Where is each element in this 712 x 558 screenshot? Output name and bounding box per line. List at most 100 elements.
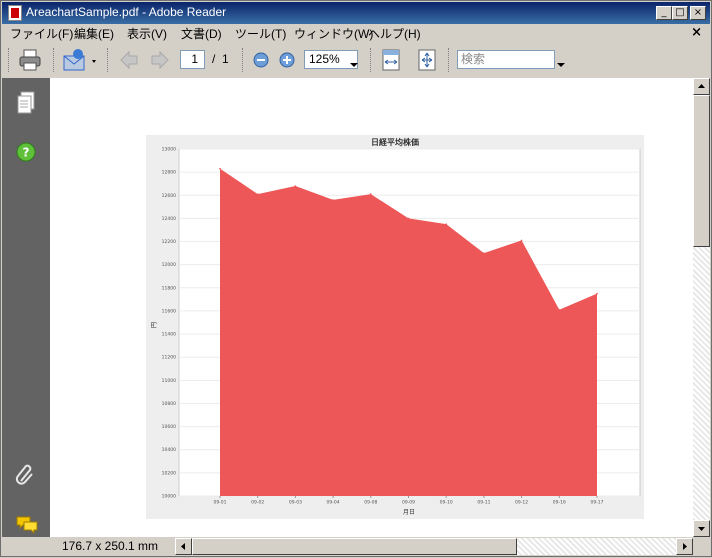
toolbar-grip[interactable] [53,48,57,72]
zoom-level-input[interactable]: 125% [304,50,358,69]
horizontal-scroll-thumb[interactable] [192,538,517,555]
svg-text:?: ? [23,146,30,160]
toolbar-grip[interactable] [242,48,246,72]
menu-window[interactable]: ウィンドウ(W) [294,27,374,41]
page-number-input[interactable]: 1 [180,50,205,69]
toolbar: 1 / 1 125% 検索 [2,42,710,79]
vertical-scrollbar[interactable] [693,78,710,537]
menu-document[interactable]: 文書(D) [181,27,222,41]
data-point [445,223,448,225]
data-point [256,193,259,195]
data-point [294,185,297,187]
menu-file[interactable]: ファイル(F) [10,27,74,41]
chart-title: 日経平均株価 [371,137,419,147]
x-tick-label: 09-12 [515,500,528,506]
menu-edit[interactable]: 編集(E) [74,27,114,41]
chevron-down-icon[interactable] [350,54,358,73]
horizontal-scrollbar[interactable] [175,538,693,555]
x-tick-label: 09-17 [590,500,603,506]
fit-width-icon[interactable] [380,48,402,76]
x-tick-label: 09-02 [251,500,264,506]
data-point [407,217,410,220]
scroll-left-button[interactable] [175,538,192,555]
chart-panel: 日経平均株価 10000 10200 10400 10600 10800 11000 112… [146,135,644,519]
zoom-out-icon[interactable] [252,51,270,73]
minimize-button[interactable]: _ [656,6,672,20]
y-tick-label: 11800 [162,285,176,291]
pages-icon[interactable] [16,91,36,119]
data-point [520,239,523,242]
comments-icon[interactable] [15,515,39,539]
title-bar: AreachartSample.pdf - Adobe Reader _ □ × [2,2,710,24]
navigation-pane: ? [2,78,50,537]
y-tick-label: 10200 [162,470,176,476]
pdf-app-icon [8,5,22,21]
x-axis-ticks: 09-01 09-02 09-03 09-04 09-08 09-09 09-10 09-11… [213,496,604,506]
help-icon[interactable]: ? [16,142,36,166]
series-layer [219,167,598,496]
y-tick-label: 12000 [162,262,176,268]
x-axis-label: 月日 [403,509,415,516]
page-total: 1 [222,52,229,66]
x-tick-label: 09-08 [364,500,377,506]
vertical-scroll-thumb[interactable] [693,95,710,247]
y-tick-label: 10600 [162,424,176,430]
close-document-button[interactable]: × [691,25,702,40]
area-series [220,168,597,496]
x-tick-label: 09-01 [213,500,226,506]
toolbar-grip[interactable] [448,48,452,72]
menu-help[interactable]: ヘルプ(H) [368,27,421,41]
y-tick-label: 12800 [162,170,176,176]
data-point [332,199,334,201]
toolbar-grip[interactable] [107,48,111,72]
zoom-in-icon[interactable] [278,51,296,73]
y-axis-ticks: 10000 10200 10400 10600 10800 11000 11200 11400… [162,147,176,500]
x-tick-label: 09-16 [553,500,566,506]
maximize-button[interactable]: □ [672,6,688,20]
window-title: AreachartSample.pdf - Adobe Reader [26,5,227,19]
page-size-readout: 176.7 x 250.1 mm [61,539,159,553]
x-tick-label: 09-04 [327,500,340,506]
y-tick-label: 11200 [162,355,176,361]
y-tick-label: 12400 [162,216,176,222]
menu-bar: ファイル(F) 編集(E) 表示(V) 文書(D) ツール(T) ウィンドウ(W… [2,24,710,42]
x-tick-label: 09-09 [402,500,415,506]
menu-tools[interactable]: ツール(T) [235,27,287,41]
search-input[interactable]: 検索 [457,50,555,69]
x-tick-label: 09-10 [440,500,453,506]
y-tick-label: 10000 [162,494,176,500]
close-window-button[interactable]: × [690,6,706,20]
toolbar-grip[interactable] [370,48,374,72]
arrow-right-icon[interactable] [150,50,170,74]
document-view[interactable]: 日経平均株価 10000 10200 10400 10600 10800 11000 112… [50,78,693,537]
x-tick-label: 09-03 [289,500,302,506]
y-tick-label: 11400 [162,332,176,338]
data-point [370,193,372,195]
scroll-right-button[interactable] [676,538,693,555]
y-tick-label: 11600 [162,308,176,314]
scroll-up-button[interactable] [693,78,710,95]
email-icon[interactable] [62,48,98,76]
status-bar: 176.7 x 250.1 mm [2,537,710,556]
y-axis-label: 円 [151,322,158,328]
paperclip-icon[interactable] [15,463,37,491]
menu-view[interactable]: 表示(V) [127,27,167,41]
y-tick-label: 11000 [162,378,176,384]
x-tick-label: 09-11 [477,500,490,506]
print-icon[interactable] [18,48,42,76]
y-tick-label: 12200 [162,239,176,245]
y-tick-label: 10800 [162,401,176,407]
data-point [483,252,485,254]
page-separator: / [212,52,216,66]
y-tick-label: 12600 [162,193,176,199]
y-tick-label: 13000 [162,147,176,153]
data-point [558,308,561,311]
chevron-down-icon[interactable] [557,54,565,73]
scroll-down-button[interactable] [693,520,710,537]
fit-page-icon[interactable] [416,48,438,76]
area-chart: 日経平均株価 10000 10200 10400 10600 10800 11000 112… [151,137,641,516]
data-point [596,292,598,295]
arrow-left-icon[interactable] [119,50,139,74]
toolbar-grip[interactable] [8,48,12,72]
